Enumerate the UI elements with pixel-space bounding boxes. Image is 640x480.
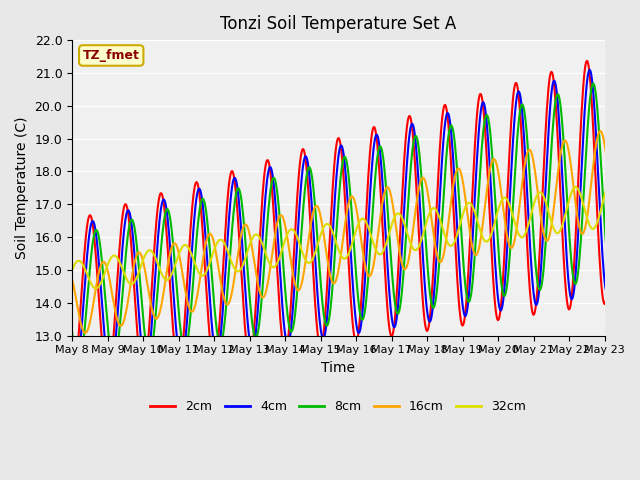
- 32cm: [607, 179, 615, 185]
- Line: 16cm: 16cm: [72, 122, 640, 333]
- 16cm: [136, 250, 143, 255]
- 4cm: [290, 297, 298, 302]
- Title: Tonzi Soil Temperature Set A: Tonzi Soil Temperature Set A: [220, 15, 456, 33]
- 2cm: [636, 296, 640, 301]
- 4cm: [136, 320, 143, 326]
- Line: 32cm: 32cm: [72, 182, 640, 288]
- Legend: 2cm, 4cm, 8cm, 16cm, 32cm: 2cm, 4cm, 8cm, 16cm, 32cm: [145, 395, 531, 418]
- 2cm: [268, 179, 275, 185]
- 32cm: [240, 259, 248, 265]
- 8cm: [268, 178, 276, 184]
- 2cm: [68, 382, 76, 388]
- 32cm: [92, 286, 100, 291]
- 16cm: [240, 223, 248, 228]
- 16cm: [447, 197, 455, 203]
- 4cm: [240, 268, 248, 274]
- Text: TZ_fmet: TZ_fmet: [83, 49, 140, 62]
- Line: 4cm: 4cm: [72, 59, 640, 378]
- 8cm: [290, 323, 298, 328]
- 8cm: [625, 71, 633, 76]
- 4cm: [447, 131, 455, 137]
- 32cm: [268, 264, 276, 270]
- 8cm: [240, 221, 248, 227]
- 16cm: [68, 276, 76, 282]
- 2cm: [239, 300, 247, 306]
- 32cm: [415, 242, 423, 248]
- 8cm: [415, 152, 423, 157]
- 32cm: [290, 228, 298, 233]
- 16cm: [415, 183, 423, 189]
- 2cm: [135, 347, 143, 353]
- 8cm: [447, 122, 455, 128]
- 2cm: [415, 228, 422, 234]
- 2cm: [618, 47, 626, 53]
- 8cm: [68, 330, 76, 336]
- Y-axis label: Soil Temperature (C): Soil Temperature (C): [15, 117, 29, 259]
- 16cm: [268, 252, 276, 258]
- 4cm: [71, 375, 79, 381]
- 16cm: [636, 132, 640, 138]
- Line: 2cm: 2cm: [72, 50, 640, 385]
- 2cm: [447, 152, 454, 158]
- 2cm: [289, 270, 297, 276]
- 4cm: [68, 367, 76, 373]
- 16cm: [290, 275, 298, 280]
- 32cm: [136, 267, 143, 273]
- 4cm: [621, 56, 629, 62]
- 8cm: [636, 215, 640, 220]
- 8cm: [74, 364, 82, 370]
- 32cm: [636, 187, 640, 193]
- 4cm: [415, 193, 423, 199]
- X-axis label: Time: Time: [321, 361, 355, 375]
- 4cm: [268, 169, 276, 175]
- 32cm: [447, 243, 455, 249]
- 8cm: [136, 273, 143, 278]
- 32cm: [68, 267, 76, 273]
- Line: 8cm: 8cm: [72, 73, 640, 367]
- 4cm: [636, 273, 640, 278]
- 16cm: [632, 119, 639, 125]
- 16cm: [82, 330, 90, 336]
